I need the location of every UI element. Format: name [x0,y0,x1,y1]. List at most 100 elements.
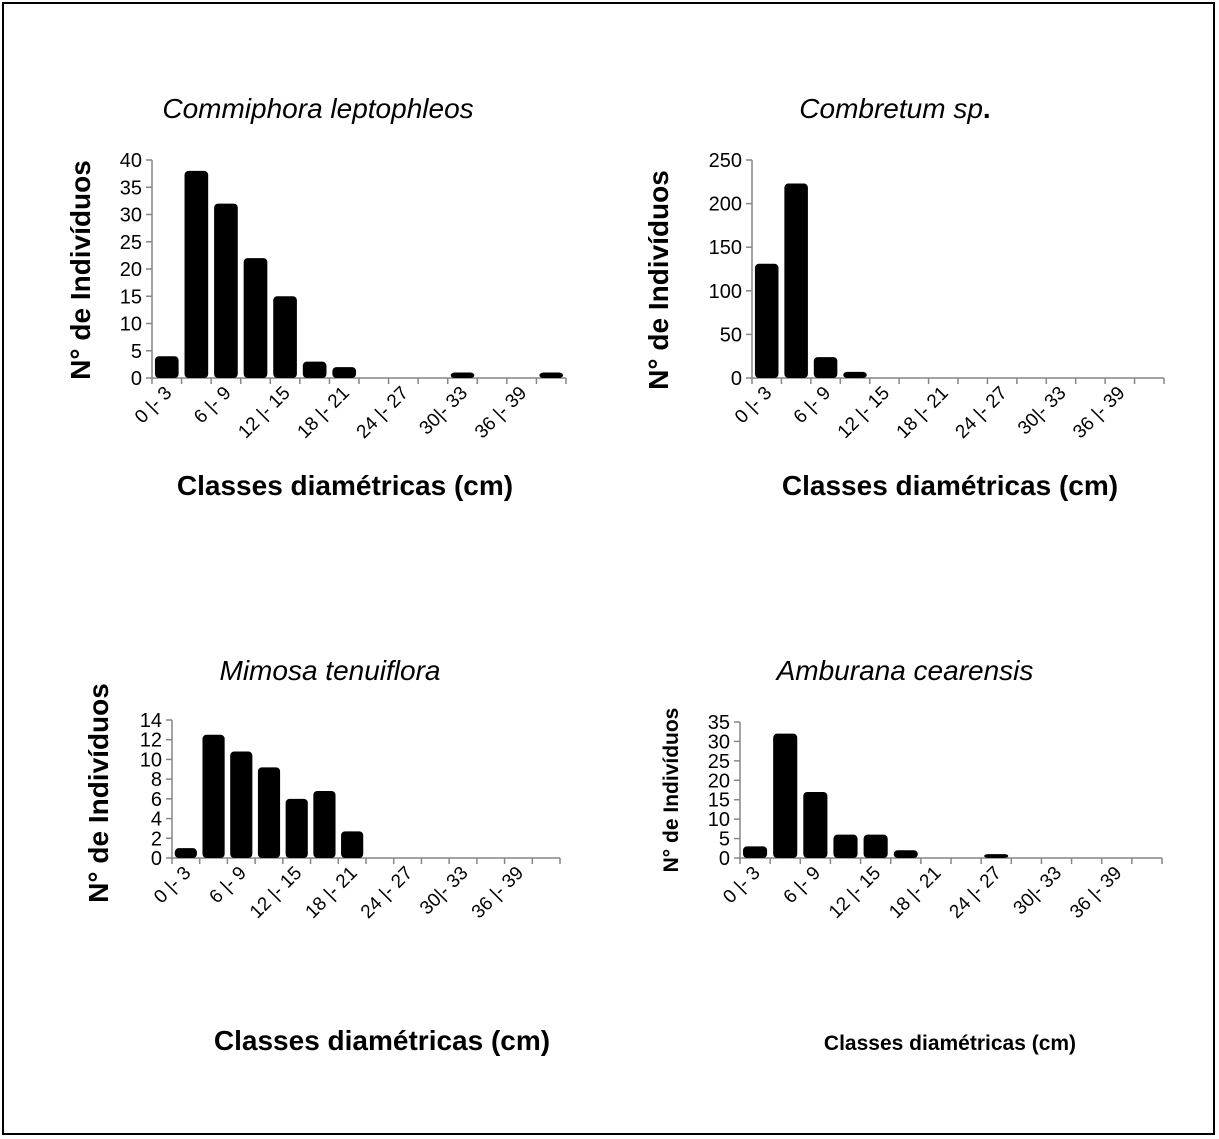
bar [302,361,327,378]
bar [214,203,238,378]
bar [773,733,798,858]
bar [313,790,336,858]
y-tick-label: 10 [708,809,730,831]
y-tick-label: 8 [151,769,162,791]
x-tick-label: 30|- 33 [1010,863,1066,919]
bar [273,296,297,378]
y-axis-title: N° de Indivíduos [643,170,674,390]
x-tick-label: 18 |- 21 [294,383,354,443]
y-tick-label: 25 [708,751,730,773]
bar [893,850,918,858]
bar [984,854,1009,858]
bar [843,371,867,378]
y-tick-label: 12 [140,730,162,752]
chart-title-text: Amburana cearensis [775,655,1034,686]
y-tick-label: 4 [151,809,162,831]
chart-title: Combretum sp. [799,93,990,124]
y-tick-label: 15 [120,286,142,308]
y-tick-label: 0 [151,848,162,870]
bar [174,848,197,858]
y-axis-title: N° de Indivíduos [83,683,114,903]
bar [743,846,768,858]
x-tick-label: 6 |- 9 [190,383,235,428]
y-tick-label: 35 [120,177,142,199]
chart-title: Amburana cearensis [775,655,1034,686]
bar [784,183,808,378]
y-tick-label: 25 [120,232,142,254]
y-tick-label: 15 [708,790,730,812]
bar [539,372,564,378]
bar [450,372,475,378]
bar [754,263,779,378]
y-tick-label: 10 [120,314,142,336]
x-tick-label: 30|- 33 [416,383,472,439]
bar [863,834,888,858]
y-tick-label: 200 [709,194,742,216]
y-tick-label: 20 [708,770,730,792]
bar [833,834,858,858]
bar [257,767,281,858]
bar [285,798,308,858]
y-tick-label: 5 [719,829,730,851]
y-axis-title: N° de Indivíduos [660,708,683,873]
bar [154,356,179,378]
x-axis-title: Classes diamétricas (cm) [782,470,1118,501]
x-axis-title: Classes diamétricas (cm) [824,1032,1076,1055]
chart-title-text: Commiphora leptophleos [162,93,473,124]
x-tick-label: 24 |- 27 [946,863,1006,923]
x-tick-label: 18 |- 21 [302,863,362,923]
x-tick-label: 36 |- 39 [471,383,531,443]
chart-title: Mimosa tenuiflora [220,655,441,686]
y-tick-label: 100 [709,281,742,303]
y-tick-label: 35 [708,712,730,734]
y-tick-label: 250 [709,150,742,172]
x-tick-label: 36 |- 39 [468,863,528,923]
x-tick-label: 6 |- 9 [780,863,825,908]
bar [230,751,253,858]
x-tick-label: 12 |- 15 [234,383,294,443]
y-tick-label: 0 [719,848,730,870]
x-tick-label: 24 |- 27 [357,863,417,923]
bar [341,831,364,858]
y-tick-label: 0 [131,368,142,390]
x-tick-label: 18 |- 21 [893,383,953,443]
y-tick-label: 2 [151,828,162,850]
y-tick-label: 40 [120,150,142,172]
y-tick-label: 0 [731,368,742,390]
x-tick-label: 6 |- 9 [206,863,251,908]
x-tick-label: 6 |- 9 [790,383,835,428]
y-tick-label: 5 [131,341,142,363]
x-tick-label: 30|- 33 [1014,383,1070,439]
chart-title-suffix: . [983,93,991,124]
y-tick-label: 14 [140,710,162,732]
y-tick-label: 150 [709,237,742,259]
y-tick-label: 20 [120,259,142,281]
bar [803,791,828,858]
x-axis-title: Classes diamétricas (cm) [177,470,513,501]
y-tick-label: 50 [720,324,742,346]
bar [202,734,225,858]
x-tick-label: 36 |- 39 [1069,383,1129,443]
x-tick-label: 24 |- 27 [952,383,1012,443]
bar [813,357,838,378]
chart-title-text: Mimosa tenuiflora [220,655,441,686]
x-tick-label: 12 |- 15 [825,863,885,923]
chart-1: Commiphora leptophleos05101520253035400 … [65,93,567,501]
x-axis-title: Classes diamétricas (cm) [214,1025,550,1056]
y-axis-title: N° de Indivíduos [65,160,96,380]
x-tick-label: 36 |- 39 [1066,863,1126,923]
bar [184,170,209,378]
x-tick-label: 24 |- 27 [353,383,413,443]
y-tick-label: 30 [708,731,730,753]
chart-title-text: Combretum sp [799,93,983,124]
x-tick-label: 12 |- 15 [834,383,894,443]
bar [243,258,268,378]
y-tick-label: 6 [151,789,162,811]
y-tick-label: 30 [120,205,142,227]
x-tick-label: 18 |- 21 [885,863,945,923]
x-tick-label: 12 |- 15 [246,863,306,923]
